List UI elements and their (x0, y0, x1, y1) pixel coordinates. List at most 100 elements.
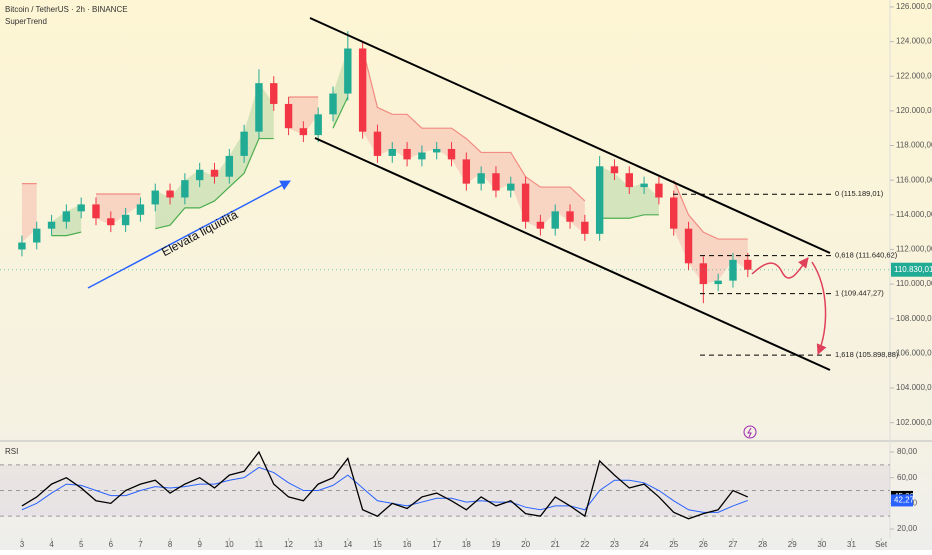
supertrend-line (51, 231, 82, 237)
candle-body (136, 204, 145, 215)
y-tick-label: 124.000,00 (896, 37, 932, 46)
candle-body (521, 183, 530, 222)
x-tick-label: 13 (314, 540, 323, 549)
x-tick-label: 22 (580, 540, 589, 549)
x-tick-label: 12 (284, 540, 293, 549)
y-tick-label: 126.000,00 (896, 2, 932, 11)
x-tick-label: Set (875, 540, 888, 549)
candle-body (240, 131, 248, 156)
candle-body (388, 148, 396, 156)
x-tick-label: 28 (758, 540, 767, 549)
y-tick-label: 80,00 (897, 447, 918, 456)
candle-body (18, 242, 26, 250)
candle-body (551, 211, 559, 229)
candle-body (358, 48, 367, 132)
rsi-band (0, 464, 890, 517)
rsi-value-label: 42,27 (894, 496, 915, 505)
x-tick-label: 21 (551, 540, 560, 549)
projection-arrow (751, 257, 809, 279)
y-tick-label: 102.000,00 (896, 418, 932, 427)
y-tick-label: 118.000,00 (896, 141, 932, 150)
y-tick-label: 122.000,00 (896, 71, 932, 80)
candle-body (195, 169, 204, 181)
x-tick-label: 18 (462, 540, 471, 549)
candle-body (433, 148, 441, 153)
candle-body (33, 228, 41, 243)
candle-body (47, 221, 56, 229)
y-tick-label: 108.000,00 (896, 314, 932, 323)
candle-body (670, 197, 678, 229)
x-tick-label: 17 (432, 540, 441, 549)
candle-body (462, 159, 471, 184)
x-tick-label: 29 (788, 540, 797, 549)
x-tick-label: 16 (403, 540, 412, 549)
fib-label: 1,618 (105.898,88) (835, 350, 899, 359)
candle-body (255, 83, 263, 132)
x-tick-label: 4 (49, 540, 54, 549)
y-tick-label: 60,00 (897, 473, 918, 482)
x-tick-label: 14 (343, 540, 352, 549)
x-tick-label: 26 (699, 540, 708, 549)
candle-body (181, 180, 189, 198)
x-tick-label: 30 (817, 540, 826, 549)
y-tick-label: 116.000,00 (896, 175, 932, 184)
candle-body (92, 204, 100, 219)
candle-body (655, 183, 663, 198)
last-price-tag (891, 262, 932, 277)
y-tick-label: 112.000,00 (896, 245, 932, 254)
candle-body (62, 211, 71, 222)
y-tick-label: 114.000,00 (896, 210, 932, 219)
liquidity-arrow (87, 180, 291, 289)
candle-body (270, 83, 278, 104)
supertrend-fill (288, 97, 319, 136)
candle-body (373, 131, 382, 156)
candle-body (640, 183, 648, 188)
candle-body (610, 166, 619, 174)
candle-body (699, 263, 708, 285)
candle-body (581, 221, 589, 234)
x-tick-label: 15 (373, 540, 382, 549)
supertrend-line (155, 137, 274, 230)
x-tick-label: 8 (168, 540, 173, 549)
x-tick-label: 6 (109, 540, 114, 549)
x-tick-label: 23 (610, 540, 619, 549)
candle-body (566, 211, 574, 222)
candle-body (684, 228, 693, 264)
x-tick-label: 9 (197, 540, 202, 549)
rsi-value-tag (891, 494, 913, 507)
candle-body (121, 214, 130, 226)
candle-body (714, 280, 722, 285)
candle-body (625, 173, 633, 188)
event-icon-bolt (747, 427, 752, 438)
y-tick-label: 120.000,00 (896, 106, 932, 115)
candle-body (77, 204, 85, 212)
x-tick-label: 11 (255, 540, 264, 549)
price-pane: 126.000,00 124.000,00 122.000,00 120.000,00… (0, 2, 932, 427)
last-price-label: 110.830,01 (894, 265, 932, 274)
x-tick-label: 24 (640, 540, 649, 549)
y-tick-label: 106.000,00 (896, 348, 932, 357)
fib-label: 0,618 (111.640,62) (835, 251, 898, 260)
x-tick-label: 27 (729, 540, 738, 549)
x-tick-label: 20 (521, 540, 530, 549)
candle-body (447, 148, 456, 160)
supertrend-line (599, 214, 659, 219)
supertrend-line (332, 96, 349, 129)
rsi-label: RSI (5, 447, 18, 456)
y-tick-label: 20,00 (897, 524, 918, 533)
candle-body (507, 183, 515, 191)
y-tick-label: 110.000,00 (896, 279, 932, 288)
event-icon[interactable] (743, 425, 757, 439)
candle-body (151, 190, 159, 205)
x-tick-label: 25 (669, 540, 678, 549)
candle-body (225, 155, 234, 177)
candle-body (329, 93, 337, 115)
x-tick-label: 7 (138, 540, 143, 549)
fib-label: 1 (109.447,27) (835, 289, 884, 298)
fib-label: 0 (115.189,01) (835, 189, 884, 198)
candle-body (166, 190, 174, 198)
x-tick-label: 3 (20, 540, 25, 549)
